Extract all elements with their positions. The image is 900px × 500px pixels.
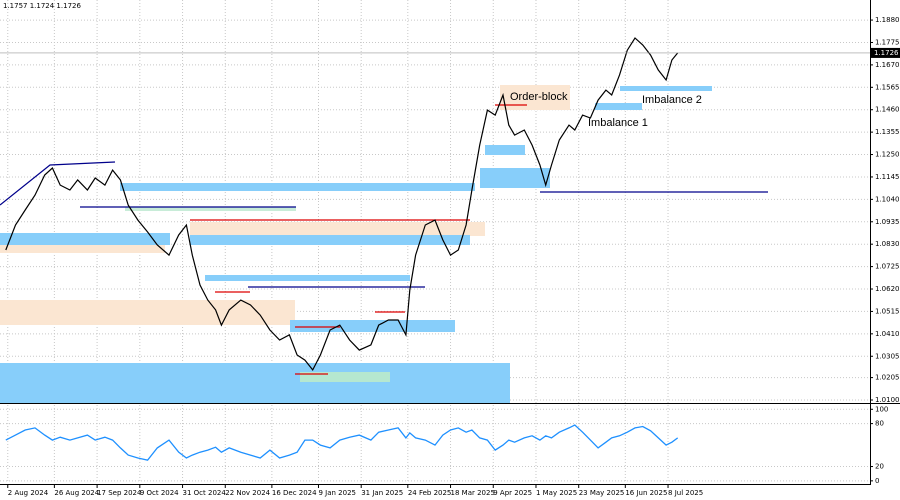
- x-tick-label: 9 Apr 2025: [493, 489, 532, 497]
- zone: [120, 183, 475, 191]
- y-tick-label: 1.1775: [875, 38, 900, 46]
- series: [0, 37, 870, 461]
- zone: [0, 363, 510, 403]
- zone: [0, 233, 170, 245]
- zone: [205, 275, 410, 281]
- y-tick-label: 1.1250: [875, 151, 900, 159]
- price-line: [5, 424, 679, 461]
- y-tick-label: 100: [875, 405, 888, 413]
- x-tick-label: 23 May 2025: [579, 489, 625, 497]
- x-tick-label: 17 Sep 2024: [97, 489, 142, 497]
- levels: [0, 104, 768, 375]
- last-price-box: [871, 47, 900, 58]
- zone: [480, 168, 550, 188]
- x-tick-label: 22 Nov 2024: [225, 489, 270, 497]
- zone: [0, 245, 165, 253]
- y-tick-label: 1.1460: [875, 106, 900, 114]
- y-tick-label: 1.0410: [875, 330, 900, 338]
- x-tick-label: 26 Aug 2024: [54, 489, 99, 497]
- zone: [190, 222, 485, 236]
- price-line: [5, 37, 679, 371]
- y-tick-label: 1.0935: [875, 218, 900, 226]
- last-price-label: 1.1726: [874, 49, 899, 57]
- y-tick-label: 1.0305: [875, 352, 900, 360]
- y-tick-label: 1.0515: [875, 307, 900, 315]
- zones: [0, 85, 712, 403]
- annotation: Order-block: [510, 91, 568, 103]
- y-tick-label: 20: [875, 463, 884, 471]
- y-tick-label: 1.1355: [875, 128, 900, 136]
- price-info: 1.1757 1.1724 1.1726: [3, 2, 81, 10]
- x-tick-label: 31 Jan 2025: [361, 489, 403, 497]
- trend-line: [0, 161, 116, 206]
- y-tick-label: 1.0830: [875, 240, 900, 248]
- x-tick-label: 9 Jan 2025: [318, 489, 356, 497]
- y-tick-label: 1.0620: [875, 285, 900, 293]
- zone: [485, 145, 525, 155]
- x-tick-label: 16 Dec 2024: [272, 489, 317, 497]
- y-tick-label: 1.0725: [875, 263, 900, 271]
- x-tick-label: 16 Jun 2025: [625, 489, 667, 497]
- zone: [125, 207, 296, 211]
- x-tick-label: 31 Oct 2024: [183, 489, 227, 497]
- y-tick-label: 1.1040: [875, 195, 900, 203]
- y-tick-label: 1.1565: [875, 83, 900, 91]
- x-tick-label: 1 May 2025: [536, 489, 577, 497]
- y-tick-label: 80: [875, 420, 884, 428]
- zone: [595, 103, 642, 110]
- annotation: Imbalance 2: [642, 94, 702, 106]
- zone: [0, 300, 295, 325]
- x-tick-label: 24 Feb 2025: [408, 489, 452, 497]
- x-tick-label: 18 Mar 2025: [451, 489, 495, 497]
- zone: [290, 320, 455, 332]
- y-tick-label: 1.0205: [875, 374, 900, 382]
- x-tick-label: 2 Aug 2024: [8, 489, 49, 497]
- y-tick-label: 1.1145: [875, 173, 900, 181]
- zone: [500, 85, 570, 110]
- y-tick-label: 1.1880: [875, 16, 900, 24]
- y-tick-label: 0: [875, 477, 879, 485]
- zone: [300, 372, 390, 382]
- annotation: Imbalance 1: [588, 117, 648, 129]
- x-tick-label: 9 Oct 2024: [140, 489, 179, 497]
- y-tick-label: 1.0100: [875, 396, 900, 404]
- axes: 1.1880 1.1775 1.1670 1.1565 1.1460 1.1355 1.12…: [7, 16, 900, 497]
- zone: [620, 86, 712, 91]
- zone: [190, 235, 470, 245]
- y-tick-label: 1.1670: [875, 61, 900, 69]
- x-tick-label: 8 Jul 2025: [668, 489, 703, 497]
